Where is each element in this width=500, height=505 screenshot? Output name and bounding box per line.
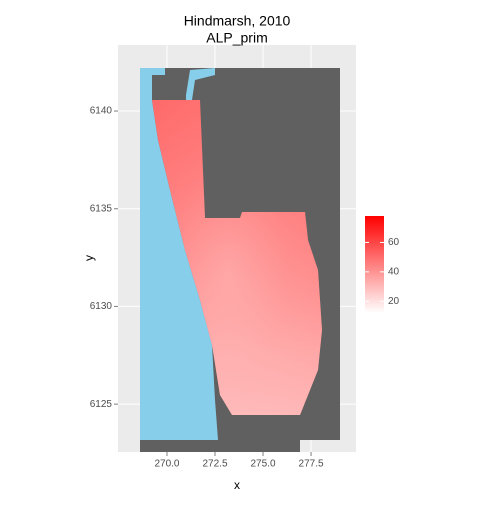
- x-tick-label: 270.0: [154, 459, 179, 470]
- vote-raster-shade: [152, 100, 322, 415]
- sea: [140, 68, 218, 440]
- y-tick-label: 6140: [90, 106, 113, 117]
- colorbar-label: 60: [388, 237, 400, 248]
- x-tick-label: 272.5: [202, 459, 227, 470]
- colorbar-label: 20: [388, 296, 400, 307]
- y-tick-label: 6135: [90, 203, 113, 214]
- y-tick-label: 6125: [90, 399, 113, 410]
- chart-title: Hindmarsh, 2010: [184, 13, 291, 29]
- colorbar: [365, 216, 384, 313]
- x-axis-label: x: [234, 478, 240, 492]
- x-tick-label: 275.0: [251, 459, 276, 470]
- y-axis-label: y: [82, 255, 96, 261]
- map: [140, 68, 340, 452]
- sea-edge: [186, 68, 215, 100]
- colorbar-label: 40: [388, 266, 400, 277]
- chart-subtitle: ALP_prim: [206, 30, 267, 46]
- x-tick-label: 277.5: [299, 459, 324, 470]
- y-tick-label: 6130: [90, 301, 113, 312]
